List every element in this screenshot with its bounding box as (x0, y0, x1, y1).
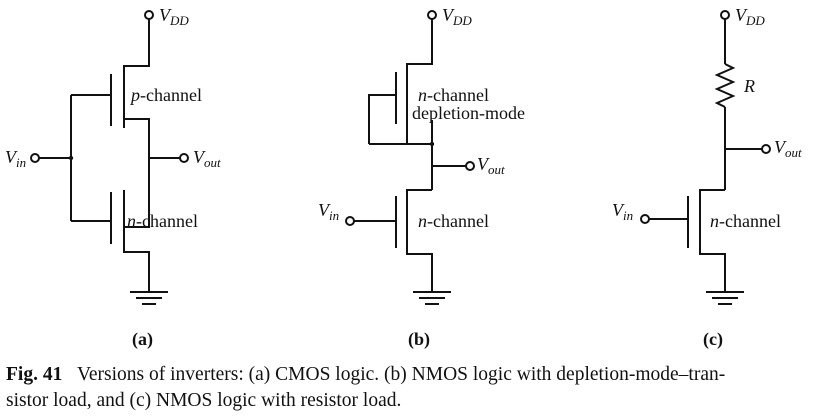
circuit-c-nmos-resistor: VDD R Vout Vin n-channel (c) (612, 5, 802, 350)
vin-label-c: Vin (612, 200, 633, 223)
vdd-label-a: VDD (159, 5, 189, 28)
vdd-label-b: VDD (442, 5, 472, 28)
load-channel-label: n-channel (418, 85, 489, 105)
input-terminal-a (30, 153, 40, 163)
n-channel-transistor-b (354, 194, 408, 250)
n-channel-transistor-a (71, 190, 125, 246)
p-channel-label: p-channel (129, 85, 202, 105)
load-drain-wire (369, 120, 408, 145)
n-channel-label-a: n-channel (127, 211, 198, 231)
vdd-terminal-c (720, 10, 730, 20)
input-terminal-b (345, 216, 355, 226)
panel-tag-c: (c) (703, 329, 723, 350)
inverter-circuits-diagram: VDD p-channel Vout Vin n-channel (5, 5, 802, 350)
vdd-terminal-b (427, 10, 437, 20)
vdd-terminal-a (144, 10, 154, 20)
output-terminal-c (761, 144, 771, 154)
ground-wire-b (406, 242, 433, 292)
ground-symbol-a (130, 291, 168, 305)
ground-symbol-c (706, 291, 744, 305)
panel-tag-b: (b) (408, 329, 430, 350)
ground-symbol-b (413, 291, 451, 305)
n-channel-transistor-c (649, 194, 701, 250)
caption-line-2: sistor load, and (c) NMOS logic with res… (6, 390, 402, 411)
vdd-label-c: VDD (735, 5, 765, 28)
n-channel-label-c: n-channel (710, 211, 781, 231)
figure-number: Fig. 41 (6, 364, 63, 385)
input-terminal-c (640, 214, 650, 224)
panel-tag-a: (a) (132, 329, 153, 350)
figure-caption: Fig. 41 Versions of inverters: (a) CMOS … (6, 362, 822, 414)
circuit-a-cmos: VDD p-channel Vout Vin n-channel (5, 5, 221, 350)
vin-label-b: Vin (318, 200, 339, 223)
output-terminal-a (179, 153, 189, 163)
vout-label-a: Vout (193, 147, 221, 170)
p-channel-transistor (71, 72, 125, 128)
vin-label-a: Vin (5, 147, 26, 170)
caption-line-1: Fig. 41 Versions of inverters: (a) CMOS … (6, 362, 822, 388)
ground-wire-c (699, 242, 726, 292)
circuit-b-nmos-depletion: VDD n-channel depletion-mode Vout Vin n-… (318, 5, 525, 350)
vdd-wire-b (406, 19, 433, 78)
p-drain-wire (124, 118, 150, 228)
n-channel-label-b: n-channel (418, 211, 489, 231)
depletion-load-transistor (368, 70, 408, 144)
vdd-wire-a (123, 19, 150, 81)
resistor (714, 63, 736, 108)
caption-text-1: Versions of inverters: (a) CMOS logic. (… (76, 364, 726, 385)
vout-label-c: Vout (774, 137, 802, 160)
output-terminal-b (465, 161, 475, 171)
depletion-mode-label: depletion-mode (412, 103, 525, 123)
ground-wire-a (123, 240, 150, 292)
resistor-label: R (743, 76, 755, 96)
vout-label-b: Vout (477, 154, 505, 177)
